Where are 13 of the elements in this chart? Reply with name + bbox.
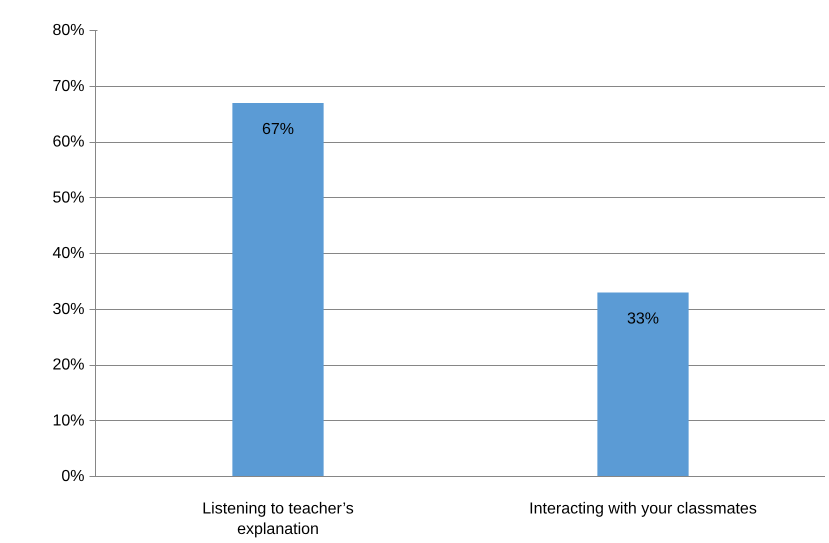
- data-label: 67%: [262, 120, 294, 138]
- y-tick-label: 40%: [52, 245, 85, 262]
- x-tick-label: Listening to teacher’s explanation: [202, 500, 354, 538]
- y-tick-label: 60%: [52, 134, 85, 150]
- x-tick-label: Interacting with your classmates: [529, 500, 757, 518]
- y-tick-label: 10%: [52, 412, 85, 430]
- data-label: 33%: [626, 310, 660, 328]
- y-tick-label: 20%: [52, 356, 85, 374]
- y-tick-label: 80%: [52, 22, 85, 39]
- y-tick-label: 30%: [52, 300, 85, 318]
- y-tick-label: 0%: [61, 468, 84, 485]
- y-tick-label: 70%: [52, 78, 85, 95]
- y-tick-label: 50%: [52, 189, 85, 206]
